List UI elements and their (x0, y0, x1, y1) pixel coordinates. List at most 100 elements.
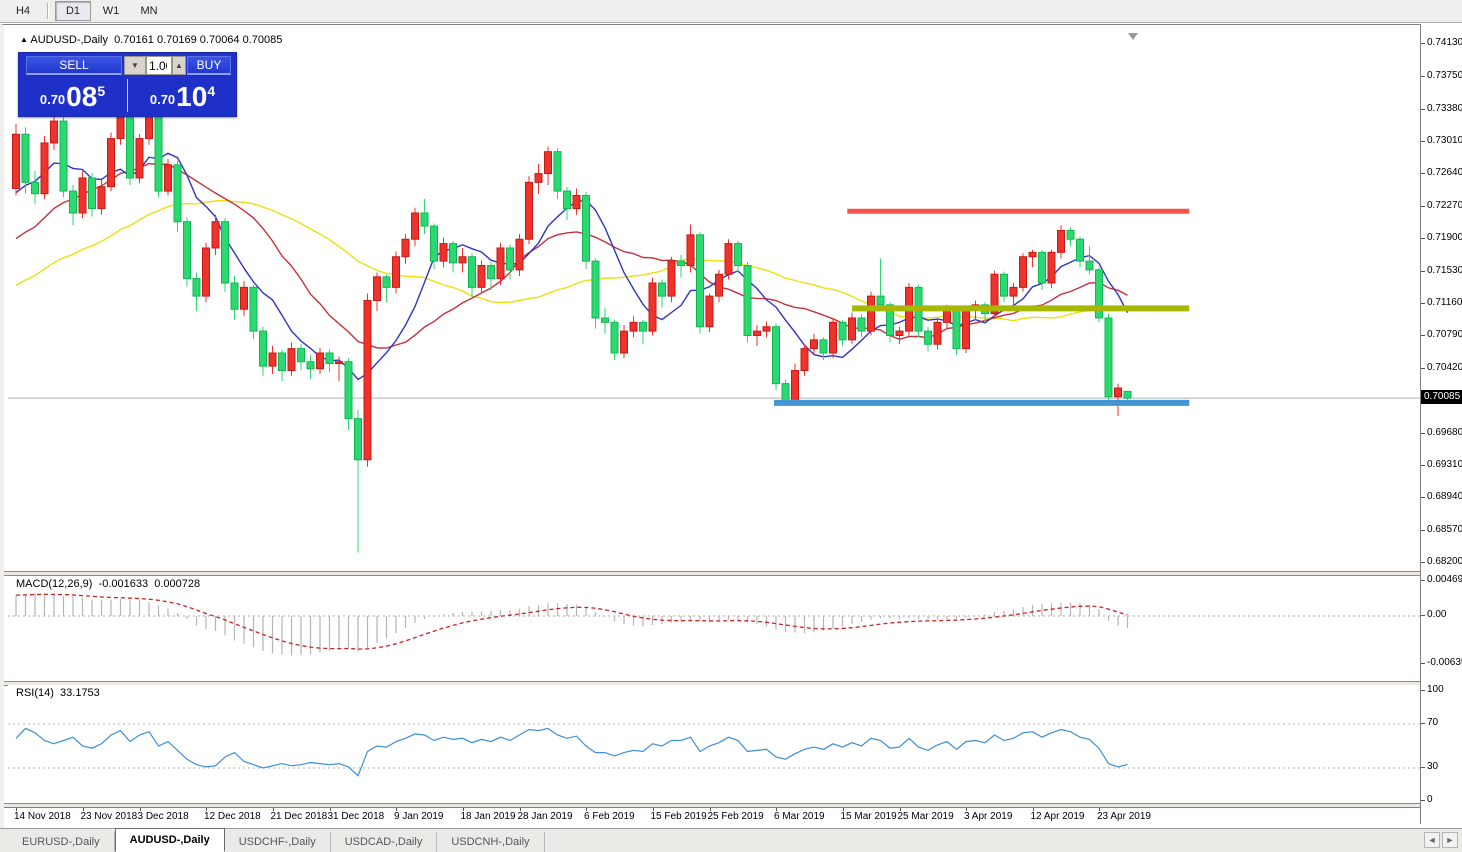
chart-tab-usdcnh[interactable]: USDCNH-,Daily (437, 832, 545, 852)
price-axis-tick-mark (1421, 205, 1425, 207)
medium-ma-line (15, 162, 1128, 349)
candle-body (325, 352, 334, 365)
tab-scroll-nav: ◄ ► (1424, 832, 1458, 848)
candle-body (1000, 273, 1008, 297)
ohlc-open: 0.70161 (114, 34, 154, 46)
time-axis[interactable]: 14 Nov 2018 23 Nov 2018 3 Dec 2018 12 Dec 2… (4, 807, 1462, 826)
macd-chart[interactable] (8, 576, 1420, 681)
tabs-scroll-right-icon[interactable]: ► (1442, 832, 1458, 848)
candle-body (373, 276, 381, 301)
candle-body (1038, 251, 1046, 284)
candle-body (553, 151, 562, 192)
spin-down-icon: ▼ (131, 61, 139, 70)
time-axis-label: 28 Jan 2019 (517, 811, 573, 822)
rsi-chart[interactable] (8, 685, 1420, 803)
time-axis-label: 25 Feb 2019 (707, 811, 764, 822)
price-axis-tick: 0.69310 (1427, 458, 1462, 470)
candle-body (1123, 390, 1132, 399)
candle-body (1104, 317, 1113, 398)
timeframe-button-mn[interactable]: MN (140, 5, 158, 17)
tabs-scroll-left-icon[interactable]: ◄ (1424, 832, 1440, 848)
candle-body (753, 330, 761, 336)
panel-separator-1[interactable] (4, 571, 1462, 576)
buy-button[interactable]: BUY (187, 56, 231, 75)
time-axis-tick-mark (776, 808, 777, 811)
time-axis-tick-mark (842, 808, 844, 811)
rsi-line (15, 727, 1128, 777)
candle-body (173, 164, 182, 223)
macd-signal-line (15, 593, 1128, 650)
candle-body (715, 273, 723, 297)
candle-body (848, 317, 856, 341)
candle-body (857, 317, 866, 332)
candle-body (154, 111, 163, 192)
time-axis-label: 3 Dec 2018 (137, 811, 189, 822)
time-axis-tick-mark (966, 808, 967, 811)
candle-body (287, 348, 296, 372)
time-axis-tick-mark (519, 808, 521, 811)
timeframe-button-w1[interactable]: W1 (102, 5, 120, 17)
timeframe-button-h4[interactable]: H4 (15, 5, 31, 17)
time-axis-label: 23 Nov 2018 (80, 811, 138, 822)
sell-button-label: SELL (59, 58, 89, 72)
time-axis-tick-mark (206, 808, 207, 811)
chart-shift-marker[interactable] (1128, 33, 1138, 40)
candle-body (230, 282, 239, 310)
collapse-arrow-icon[interactable]: ▲ (20, 35, 28, 44)
candle-body (401, 238, 410, 258)
buy-price-display[interactable]: 0.70 10 4 (129, 77, 236, 114)
candle-body (135, 138, 144, 179)
candle-body (335, 361, 343, 365)
time-axis-tick-mark (652, 808, 654, 811)
rsi-axis-tick: 70 (1427, 717, 1439, 728)
time-axis-tick-mark (899, 808, 901, 811)
time-axis-label: 21 Dec 2018 (270, 811, 328, 822)
candle-body (468, 256, 476, 288)
price-axis-tick-mark (1421, 529, 1425, 531)
candlestick-chart[interactable] (8, 29, 1420, 571)
chart-tab-audusd[interactable]: AUDUSD-,Daily (114, 828, 225, 852)
price-axis-tick: 0.68200 (1427, 556, 1462, 568)
candle-body (420, 212, 429, 227)
volume-decrease-button[interactable]: ▼ (124, 56, 146, 75)
price-axis-tick-mark (1421, 76, 1425, 78)
candle-body (810, 339, 818, 350)
chart-tab-usdcad[interactable]: USDCAD-,Daily (331, 832, 438, 852)
macd-signal-value: 0.000728 (154, 578, 201, 590)
volume-input[interactable] (146, 56, 172, 75)
candle-body (40, 142, 49, 195)
volume-increase-button[interactable]: ▲ (172, 56, 186, 75)
buy-button-label: BUY (196, 58, 222, 72)
chart-tab-eurusd[interactable]: EURUSD-,Daily (8, 832, 115, 852)
candle-body (686, 234, 695, 266)
sell-price-big: 08 (66, 81, 98, 112)
price-axis-tick-mark (1421, 141, 1425, 143)
price-axis[interactable]: 0.74130 0.73750 0.73380 0.73010 0.72640 0.722… (1420, 24, 1462, 824)
price-axis-tick: 0.73010 (1427, 135, 1462, 147)
candle-body (886, 304, 894, 336)
chart-symbol-title: AUDUSD-,Daily (30, 34, 108, 46)
candle-body (183, 221, 191, 280)
candle-body (544, 151, 552, 175)
candle-body (1019, 256, 1027, 288)
candle-body (838, 321, 847, 341)
candle-body (515, 238, 524, 271)
time-axis-label: 15 Mar 2019 (840, 811, 897, 822)
candle-body (829, 321, 837, 354)
candle-body (458, 256, 467, 264)
chart-tab-usdchf[interactable]: USDCHF-,Daily (225, 832, 331, 852)
buy-price-big: 10 (176, 81, 208, 112)
price-axis-tick-mark (1421, 270, 1425, 272)
candle-body (648, 282, 657, 332)
ohlc-low: 0.70064 (199, 34, 240, 46)
candle-body (791, 370, 799, 402)
current-price-label: 0.70085 (1421, 390, 1462, 405)
buy-price-prefix: 0.70 (149, 92, 176, 107)
sell-price-display[interactable]: 0.70 08 5 (19, 77, 126, 114)
candle-body (202, 247, 210, 297)
candle-body (572, 194, 581, 210)
rsi-value: 33.1753 (60, 687, 100, 699)
sell-button[interactable]: SELL (26, 56, 122, 75)
timeframe-button-d1[interactable]: D1 (55, 1, 91, 21)
